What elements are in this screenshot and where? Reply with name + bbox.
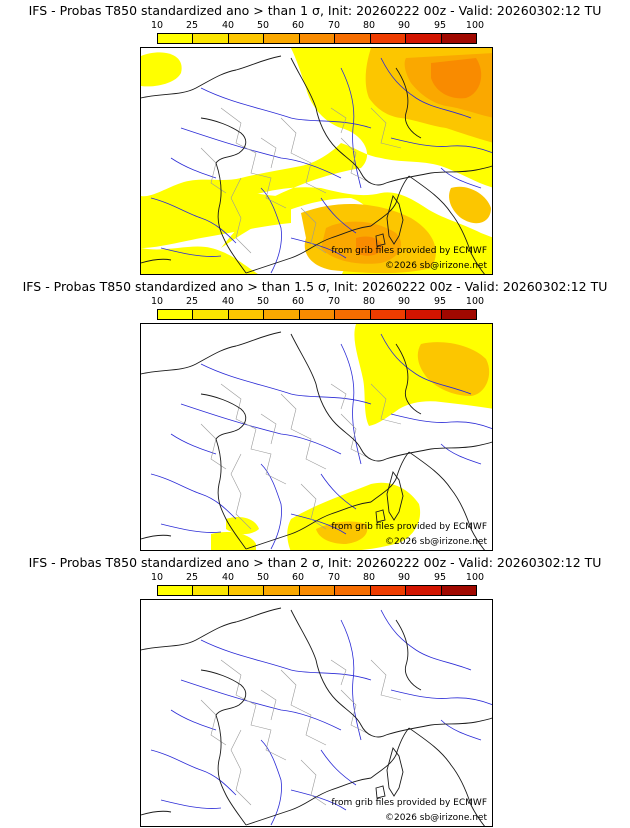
legend-label: 50 bbox=[256, 572, 270, 583]
provider-credit: from grib files provided by ECMWF bbox=[331, 798, 487, 808]
probability-map: from grib files provided by ECMWF ©2026 … bbox=[140, 47, 493, 275]
legend-label: 25 bbox=[185, 296, 199, 307]
legend-label: 25 bbox=[185, 20, 199, 31]
legend-label: 40 bbox=[221, 296, 235, 307]
legend-label: 90 bbox=[397, 296, 411, 307]
legend-labels: 10 25 40 50 60 70 80 90 95 100 bbox=[150, 572, 488, 584]
legend-swatch bbox=[158, 34, 194, 43]
map-svg bbox=[141, 607, 492, 826]
legend-swatch bbox=[441, 34, 476, 43]
legend-label: 10 bbox=[150, 572, 164, 583]
panel-title: IFS - Probas T850 standardized ano > tha… bbox=[28, 555, 602, 570]
legend-swatch bbox=[193, 586, 229, 595]
legend-color-bar bbox=[157, 585, 477, 596]
legend-swatch bbox=[441, 586, 476, 595]
legend-label: 50 bbox=[256, 20, 270, 31]
map-svg bbox=[141, 48, 492, 274]
legend-swatch bbox=[264, 586, 300, 595]
panel-title: IFS - Probas T850 standardized ano > tha… bbox=[28, 3, 602, 18]
legend-labels: 10 25 40 50 60 70 80 90 95 100 bbox=[150, 20, 488, 32]
probability-map: from grib files provided by ECMWF ©2026 … bbox=[140, 599, 493, 827]
legend-label: 10 bbox=[150, 296, 164, 307]
legend-label: 100 bbox=[465, 572, 485, 583]
legend-swatch bbox=[193, 34, 229, 43]
legend-label: 40 bbox=[221, 20, 235, 31]
probability-overlay bbox=[141, 48, 492, 274]
legend-swatch bbox=[406, 586, 442, 595]
provider-credit: from grib files provided by ECMWF bbox=[331, 246, 487, 256]
panel-1-sigma: IFS - Probas T850 standardized ano > tha… bbox=[0, 0, 630, 276]
legend-swatch bbox=[158, 310, 194, 319]
legend-color-bar bbox=[157, 33, 477, 44]
legend-swatch bbox=[441, 310, 476, 319]
legend-color-bar bbox=[157, 309, 477, 320]
legend-swatch bbox=[370, 34, 407, 43]
panel-title: IFS - Probas T850 standardized ano > tha… bbox=[22, 279, 608, 294]
map-svg bbox=[141, 324, 492, 550]
copyright-credit: ©2026 sb@irizone.net bbox=[385, 813, 487, 823]
legend-label: 100 bbox=[465, 20, 485, 31]
legend-swatch bbox=[228, 34, 265, 43]
legend-label: 70 bbox=[327, 20, 341, 31]
legend-swatch bbox=[406, 310, 442, 319]
legend-swatch bbox=[370, 586, 407, 595]
legend-label: 10 bbox=[150, 20, 164, 31]
legend-label: 25 bbox=[185, 572, 199, 583]
legend-swatch bbox=[193, 310, 229, 319]
legend-label: 70 bbox=[327, 296, 341, 307]
legend-label: 50 bbox=[256, 296, 270, 307]
legend-swatch bbox=[299, 586, 336, 595]
probability-map: from grib files provided by ECMWF ©2026 … bbox=[140, 323, 493, 551]
legend-swatch bbox=[299, 310, 336, 319]
provider-credit: from grib files provided by ECMWF bbox=[331, 522, 487, 532]
panel-2-sigma: IFS - Probas T850 standardized ano > tha… bbox=[0, 552, 630, 828]
legend-swatch bbox=[158, 586, 194, 595]
panel-1-5-sigma: IFS - Probas T850 standardized ano > tha… bbox=[0, 276, 630, 552]
legend-swatch bbox=[335, 310, 371, 319]
legend-swatch bbox=[335, 34, 371, 43]
legend-swatch bbox=[264, 310, 300, 319]
legend-swatch bbox=[264, 34, 300, 43]
legend-label: 95 bbox=[433, 572, 447, 583]
legend-swatch bbox=[406, 34, 442, 43]
legend-label: 60 bbox=[291, 572, 305, 583]
legend-label: 95 bbox=[433, 296, 447, 307]
legend-swatch bbox=[370, 310, 407, 319]
legend-label: 90 bbox=[397, 572, 411, 583]
legend-label: 60 bbox=[291, 296, 305, 307]
legend-labels: 10 25 40 50 60 70 80 90 95 100 bbox=[150, 296, 488, 308]
legend-swatch bbox=[228, 310, 265, 319]
legend-swatch bbox=[299, 34, 336, 43]
copyright-credit: ©2026 sb@irizone.net bbox=[385, 261, 487, 271]
probability-overlay bbox=[211, 324, 492, 550]
legend-label: 80 bbox=[362, 572, 376, 583]
legend-label: 100 bbox=[465, 296, 485, 307]
legend-swatch bbox=[335, 586, 371, 595]
legend-label: 60 bbox=[291, 20, 305, 31]
legend-label: 70 bbox=[327, 572, 341, 583]
legend-label: 95 bbox=[433, 20, 447, 31]
copyright-credit: ©2026 sb@irizone.net bbox=[385, 537, 487, 547]
legend-label: 40 bbox=[221, 572, 235, 583]
legend-label: 90 bbox=[397, 20, 411, 31]
legend-swatch bbox=[228, 586, 265, 595]
legend-label: 80 bbox=[362, 296, 376, 307]
legend-label: 80 bbox=[362, 20, 376, 31]
